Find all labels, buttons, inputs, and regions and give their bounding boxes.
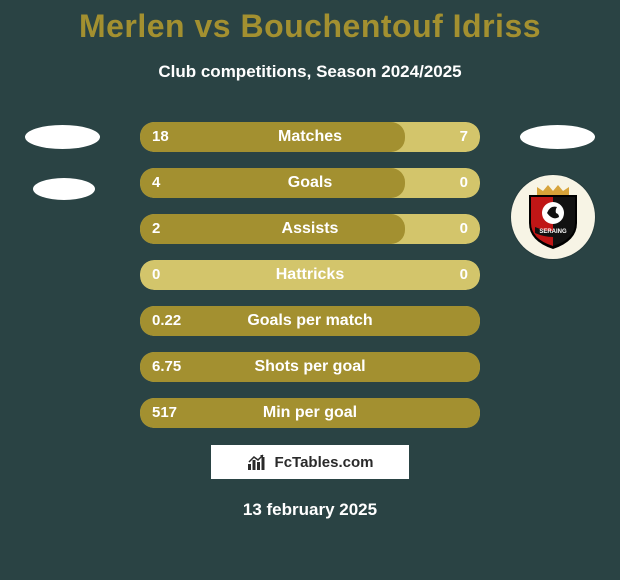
stat-row-goals-per-match: 0.22Goals per match [140, 306, 480, 336]
stat-row-shots-per-goal: 6.75Shots per goal [140, 352, 480, 382]
stat-row-hattricks: 00Hattricks [140, 260, 480, 290]
player2-team-logo: SERAING [511, 175, 595, 259]
date-text: 13 february 2025 [0, 500, 620, 520]
player1-logo-2 [33, 178, 95, 200]
stat-label: Hattricks [140, 260, 480, 290]
shield-icon: SERAING [523, 183, 583, 251]
stat-label: Goals per match [140, 306, 480, 336]
stats-bars: 187Matches 40Goals 20Assists 00Hattricks 0.2… [140, 122, 480, 444]
fctables-attribution: FcTables.com [0, 445, 620, 479]
stat-row-min-per-goal: 517Min per goal [140, 398, 480, 428]
stat-label: Matches [140, 122, 480, 152]
stat-label: Assists [140, 214, 480, 244]
subtitle: Club competitions, Season 2024/2025 [0, 62, 620, 82]
ellipse-icon [520, 125, 595, 149]
stat-label: Goals [140, 168, 480, 198]
stat-row-matches: 187Matches [140, 122, 480, 152]
ellipse-icon [33, 178, 95, 200]
stat-label: Shots per goal [140, 352, 480, 382]
seraing-logo: SERAING [511, 175, 595, 259]
page-title: Merlen vs Bouchentouf Idriss [0, 8, 620, 45]
player1-logo-1 [25, 125, 100, 149]
ellipse-icon [25, 125, 100, 149]
stat-row-assists: 20Assists [140, 214, 480, 244]
fctables-logo-icon [247, 453, 269, 471]
fctables-text: FcTables.com [275, 454, 374, 471]
svg-text:SERAING: SERAING [539, 229, 567, 235]
fctables-box: FcTables.com [211, 445, 409, 479]
player2-logo-1 [520, 125, 595, 149]
stat-row-goals: 40Goals [140, 168, 480, 198]
stat-label: Min per goal [140, 398, 480, 428]
